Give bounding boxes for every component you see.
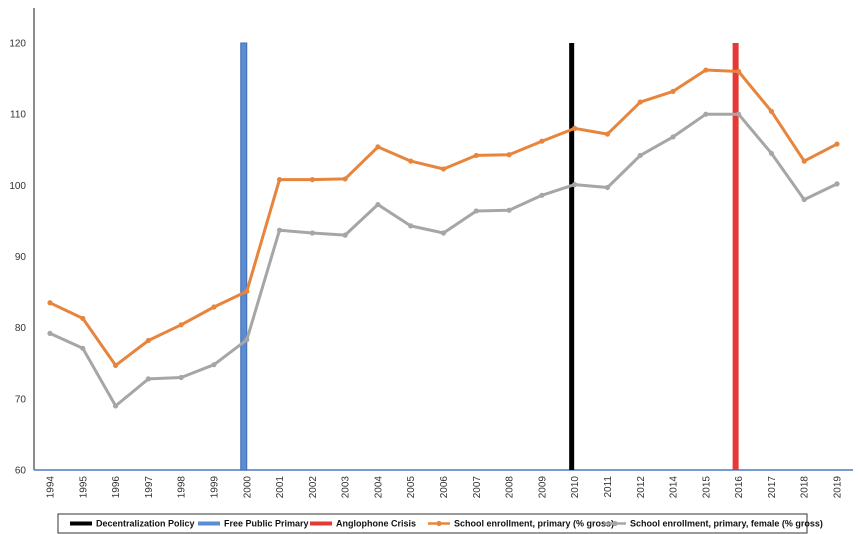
- data-point: [211, 362, 217, 368]
- data-point: [572, 182, 578, 188]
- legend-label: Free Public Primary: [224, 519, 309, 529]
- y-tick-label: 100: [9, 181, 26, 192]
- y-tick-label: 70: [15, 394, 27, 405]
- data-point: [80, 315, 86, 322]
- event-bar-free-public-primary: [240, 42, 248, 471]
- data-point: [506, 152, 512, 158]
- data-point: [539, 138, 545, 144]
- data-point: [768, 108, 775, 114]
- y-tick-label: 60: [15, 466, 27, 477]
- event-bar-decentralization-policy: [569, 43, 575, 470]
- x-tick-label: 2017: [767, 476, 778, 499]
- data-point: [408, 223, 414, 229]
- data-point: [276, 177, 283, 183]
- data-point: [670, 88, 676, 94]
- data-point: [375, 144, 381, 150]
- x-tick-label: 2003: [341, 476, 352, 499]
- x-tick-label: 2015: [701, 476, 712, 499]
- data-point: [440, 166, 447, 172]
- data-point: [375, 201, 381, 208]
- legend-label: School enrollment, primary (% gross): [454, 519, 614, 529]
- x-tick-label: 2018: [800, 476, 811, 499]
- data-point: [178, 374, 184, 381]
- x-tick-label: 1994: [46, 476, 57, 499]
- legend-label: Anglophone Crisis: [336, 519, 416, 529]
- legend-label: Decentralization Policy: [96, 519, 195, 529]
- legend-marker: [436, 520, 442, 527]
- data-point: [736, 68, 742, 75]
- data-point: [637, 152, 643, 159]
- data-point: [211, 304, 217, 310]
- data-point: [112, 403, 119, 409]
- data-point: [408, 158, 414, 164]
- data-point: [834, 181, 840, 187]
- data-point: [703, 67, 709, 73]
- data-point: [145, 337, 151, 344]
- data-point: [47, 330, 53, 336]
- data-point: [604, 131, 611, 137]
- x-tick-label: 2010: [570, 476, 581, 499]
- x-tick-label: 2011: [603, 476, 614, 498]
- data-point: [473, 152, 479, 159]
- data-point: [834, 141, 840, 147]
- data-point: [244, 337, 250, 343]
- data-point: [768, 150, 775, 156]
- data-point: [539, 192, 545, 198]
- data-point: [244, 288, 250, 294]
- data-point: [309, 230, 315, 236]
- data-point: [637, 99, 643, 105]
- x-tick-label: 2005: [406, 476, 417, 499]
- data-point: [80, 345, 86, 351]
- legend-label: School enrollment, primary, female (% gr…: [630, 519, 823, 529]
- y-tick-label: 110: [10, 110, 26, 121]
- data-point: [342, 176, 348, 182]
- x-tick-label: 1998: [177, 476, 188, 499]
- data-point: [572, 125, 578, 131]
- x-tick-label: 1996: [111, 476, 122, 499]
- event-bar-anglophone-crisis: [732, 43, 739, 470]
- x-tick-label: 2009: [537, 476, 548, 499]
- data-point: [47, 300, 53, 306]
- x-tick-label: 2016: [734, 476, 745, 499]
- x-tick-label: 2008: [505, 476, 516, 499]
- data-point: [473, 208, 479, 214]
- x-tick-label: 2014: [669, 476, 680, 499]
- x-tick-label: 1995: [78, 476, 89, 499]
- x-tick-label: 1997: [144, 476, 155, 499]
- x-tick-label: 2007: [472, 476, 483, 499]
- x-tick-label: 2004: [373, 476, 384, 499]
- data-point: [276, 227, 283, 233]
- data-point: [145, 376, 151, 382]
- x-tick-label: 2019: [833, 476, 844, 499]
- data-point: [342, 232, 348, 238]
- data-point: [801, 196, 807, 203]
- x-tick-label: 2000: [242, 476, 253, 499]
- y-tick-label: 90: [15, 252, 27, 263]
- legend-marker: [612, 520, 618, 527]
- x-tick-label: 2012: [636, 476, 647, 499]
- data-point: [112, 362, 119, 368]
- y-tick-label: 120: [9, 39, 26, 50]
- data-point: [309, 177, 315, 183]
- data-point: [178, 322, 184, 328]
- data-point: [736, 111, 742, 117]
- data-point: [604, 184, 611, 191]
- data-point: [801, 158, 807, 164]
- x-tick-label: 2006: [439, 476, 450, 499]
- x-tick-label: 2001: [275, 476, 286, 499]
- x-tick-label: 1999: [209, 476, 220, 499]
- series-line-primary-female: [49, 112, 838, 408]
- data-point: [506, 207, 512, 213]
- data-point: [703, 111, 709, 117]
- data-point: [670, 134, 676, 140]
- data-point: [440, 230, 447, 236]
- y-tick-label: 80: [15, 323, 27, 334]
- x-tick-label: 2002: [308, 476, 319, 499]
